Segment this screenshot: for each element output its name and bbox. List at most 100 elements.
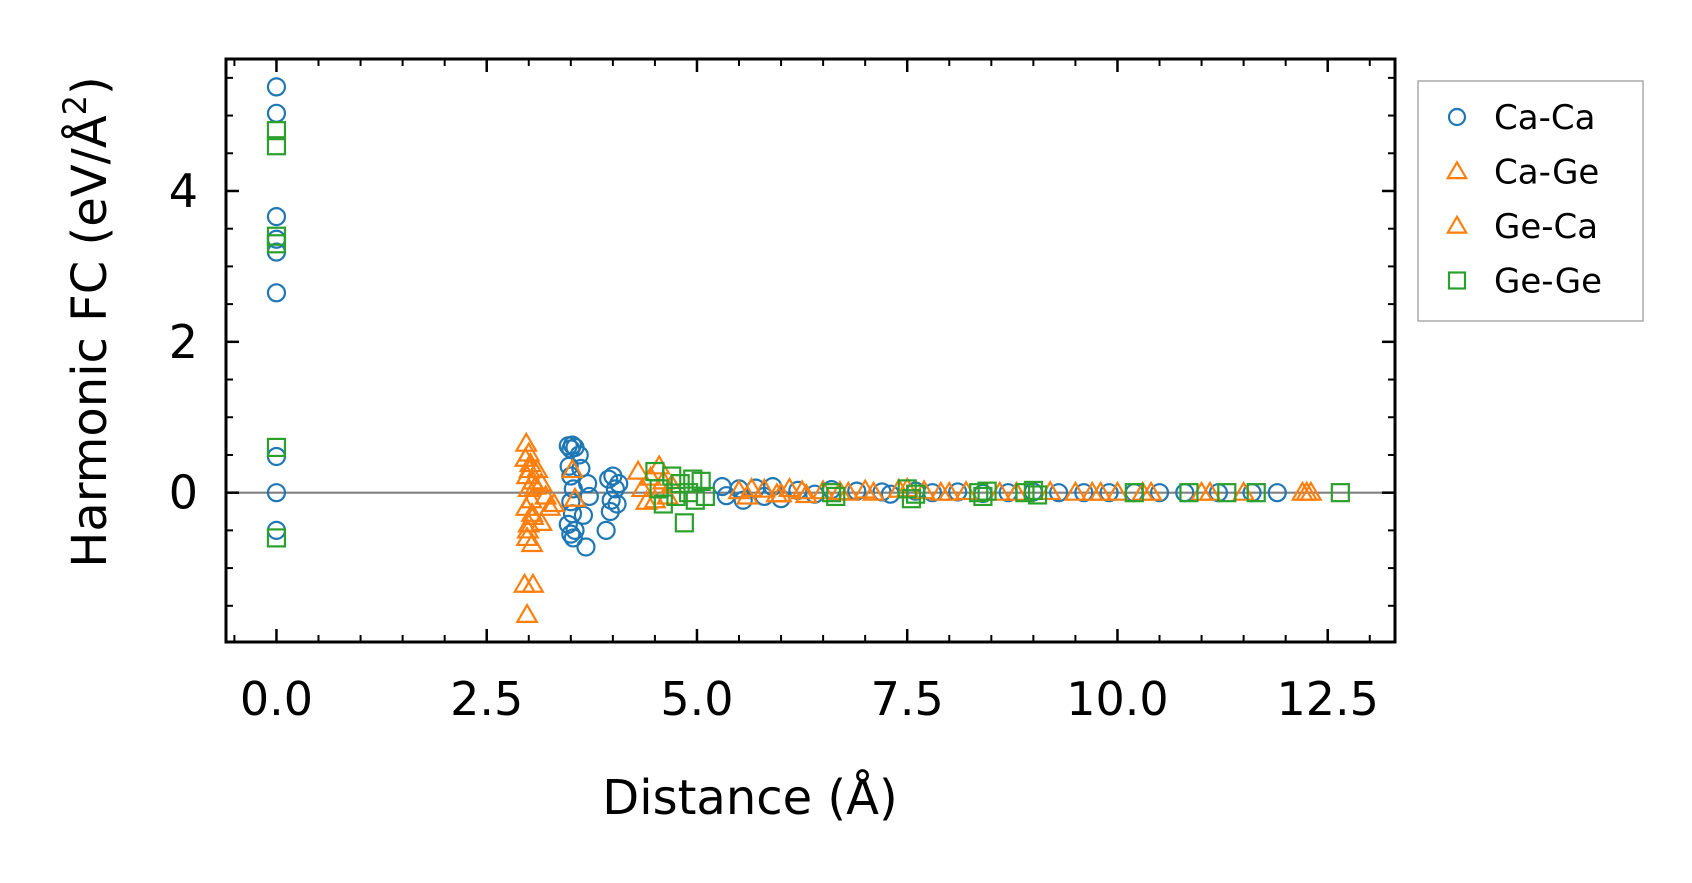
x-tick-label: 10.0 [1066,672,1168,726]
y-axis-label-close: ) [62,76,118,95]
legend-label-ca-ca: Ca-Ca [1494,98,1595,138]
data-point [901,489,922,509]
legend-marker-ca-ca [1447,107,1467,127]
y-tick-label: 4 [169,164,198,218]
y-axis-label-main: Harmonic FC (eV/Å [61,115,118,568]
data-point [579,486,599,507]
data-point [599,469,619,489]
y-tick-label: 2 [169,315,198,369]
data-point [609,474,629,494]
data-point [542,492,566,513]
data-point [1149,483,1170,503]
data-point [560,458,585,479]
data-point [266,528,287,548]
data-point [266,483,287,503]
data-point [1124,483,1144,503]
data-point [1063,480,1088,501]
data-point [727,479,751,500]
data-point [520,531,544,553]
data-point [1217,483,1237,503]
data-point [790,479,814,500]
x-tick-label: 12.5 [1277,672,1379,726]
y-axis-label: Harmonic FC (eV/Å2) [56,76,118,568]
data-point [576,537,596,557]
data-point [562,435,583,455]
data-point [563,486,587,507]
y-axis-label-superscript: 2 [56,95,94,115]
data-point [266,121,287,141]
data-point [821,483,842,503]
data-point [1027,485,1048,505]
x-tick-label: 7.5 [871,672,944,726]
data-point [516,518,540,539]
data-point [973,486,993,507]
data-point [607,494,627,514]
x-axis-label: Distance (Å) [602,769,897,826]
data-point [794,482,818,504]
legend-label-ge-ca: Ge-Ca [1494,207,1598,247]
data-point [977,481,997,501]
data-point [752,477,776,498]
legend-marker-ge-ca [1445,214,1469,234]
data-point [521,572,545,593]
data-point [565,520,585,540]
data-point [605,479,625,499]
legend-frame [1417,80,1644,322]
series-ge-ge [266,121,1350,548]
data-point [561,492,581,512]
data-point [674,513,694,533]
data-point [1074,483,1094,503]
data-point [578,474,598,494]
data-point [266,77,287,97]
data-point [1099,483,1119,503]
legend-label-ge-ge: Ge-Ge [1494,262,1602,302]
data-point [630,476,654,498]
data-point [685,490,705,510]
data-point [1080,480,1104,501]
data-point [1023,480,1043,501]
legend-marker-ca-ge [1445,160,1469,180]
data-point [515,602,539,623]
data-point [520,501,544,522]
data-point [596,520,616,540]
data-point [666,486,686,507]
data-point [695,486,715,507]
data-point [861,480,886,501]
data-point [561,524,581,544]
data-point [826,486,846,507]
x-tick-label: 2.5 [450,672,523,726]
data-point [538,495,562,516]
data-point [634,489,659,510]
data-point [266,437,287,458]
legend-entries: Ca-Ca Ca-Ge Ge-Ca Ge-Ge [1445,98,1602,302]
data-point [523,474,548,495]
data-point [1246,483,1266,503]
x-tick-label: 5.0 [660,672,733,726]
data-point [1048,483,1069,503]
data-point [1198,480,1222,501]
data-point [937,480,961,501]
data-point [266,283,287,303]
data-point [777,476,802,498]
legend-label-ca-ge: Ca-Ge [1494,153,1599,193]
data-point [529,471,554,492]
data-point [626,459,650,480]
data-point [569,445,589,465]
data-point [266,234,287,254]
data-point [906,484,926,504]
data-point [559,456,579,476]
data-point [1267,483,1287,503]
data-point [563,528,583,548]
data-point [517,458,542,479]
data-point [266,207,287,227]
data-point [765,482,789,503]
data-point [691,471,711,491]
data-point [1179,483,1199,503]
plot-area: 0.0 2.5 5.0 7.5 10.0 12.5 0 2 4 [169,57,1397,726]
legend-marker-ge-ge [1447,271,1467,290]
data-point [1105,480,1130,501]
plot-frame [224,57,1397,644]
data-point [1330,483,1350,503]
